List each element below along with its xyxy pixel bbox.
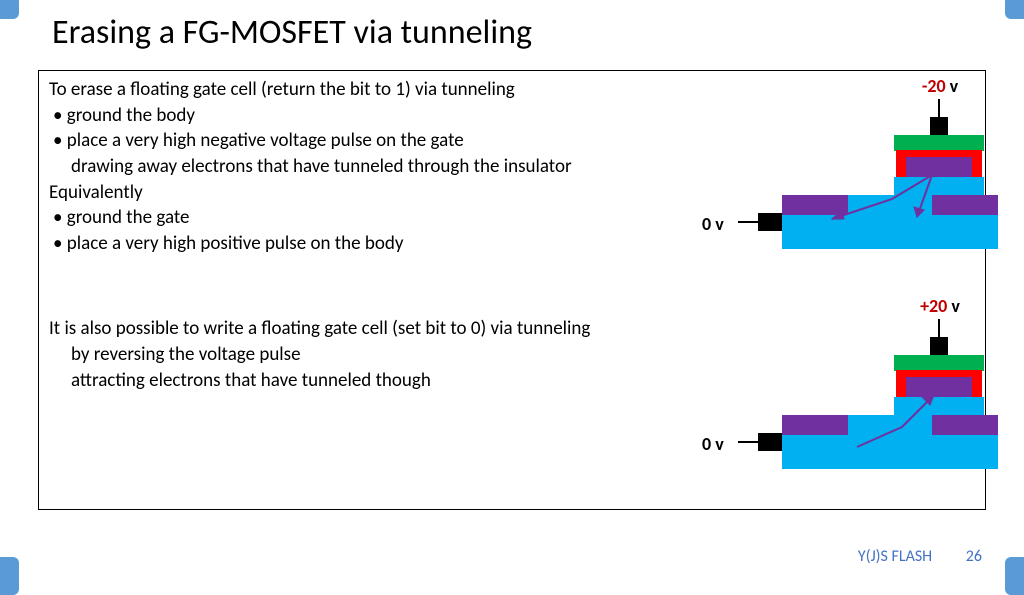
diagram-write: +20 v 0 v <box>702 295 1002 475</box>
top-voltage-label: +20 v <box>890 295 990 317</box>
body-contact <box>758 213 782 231</box>
diagram-erase: -20 v 0 v <box>702 75 1002 255</box>
corner-decoration <box>0 0 19 19</box>
top-contact <box>930 117 948 135</box>
corner-decoration <box>1005 0 1024 19</box>
source-well <box>782 415 848 435</box>
top-wire <box>938 319 940 339</box>
voltage-value: -20 <box>922 75 946 97</box>
footer-author: Y(J)S FLASH <box>858 547 932 566</box>
electron-arrow-icon <box>822 169 942 229</box>
footer-page-number: 26 <box>966 547 982 566</box>
body-wire <box>738 441 760 443</box>
body-contact <box>758 433 782 451</box>
body-wire <box>738 221 760 223</box>
voltage-unit: v <box>947 295 960 317</box>
side-voltage-label: 0 v <box>702 433 724 455</box>
slide-footer: Y(J)S FLASH 26 <box>858 547 982 566</box>
corner-decoration <box>1005 557 1024 595</box>
top-contact <box>930 337 948 355</box>
electron-arrow-icon <box>842 389 962 454</box>
side-voltage-label: 0 v <box>702 213 724 235</box>
control-gate <box>894 355 984 371</box>
top-wire <box>938 99 940 119</box>
slide-title: Erasing a FG-MOSFET via tunneling <box>52 12 532 53</box>
voltage-unit: v <box>946 75 959 97</box>
control-gate <box>894 135 984 151</box>
top-voltage-label: -20 v <box>890 75 990 97</box>
voltage-value: +20 <box>920 295 947 317</box>
corner-decoration <box>0 557 19 595</box>
